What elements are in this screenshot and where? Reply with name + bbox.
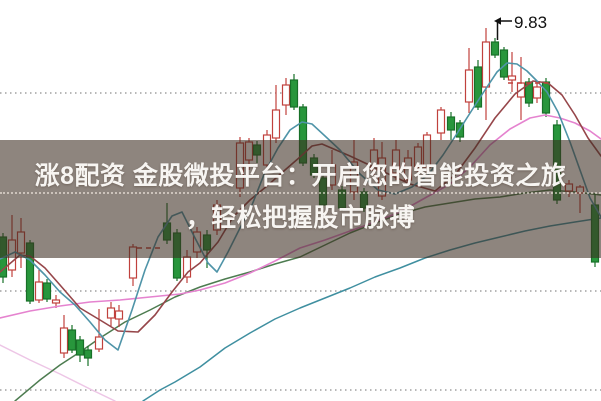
candle-down <box>473 66 483 108</box>
candle-down <box>446 116 456 131</box>
candle-up <box>59 327 69 354</box>
candle-up <box>106 307 116 319</box>
ma-fast-teal-line <box>0 62 601 351</box>
candle-up <box>436 109 446 134</box>
candle-up <box>464 69 474 103</box>
candle-down <box>541 81 551 114</box>
price-annotation-label: 9.83 <box>514 13 547 32</box>
ma-lavender-line <box>0 344 116 401</box>
candle-up <box>94 336 104 350</box>
candle-down <box>289 79 299 108</box>
candle-up <box>532 86 542 99</box>
candle-down <box>83 349 93 359</box>
candle-down <box>524 81 534 104</box>
gridline-in-band <box>0 192 601 194</box>
candle-down <box>75 339 85 356</box>
candle-down <box>67 329 77 351</box>
candle-up <box>51 299 61 304</box>
candle-up <box>507 75 517 81</box>
promo-text-line2: ，轻松把握股市脉搏 <box>185 204 416 232</box>
promo-overlay-band: 涨8配资 金股微投平台：开启您的智能投资之旅 ，轻松把握股市脉搏 <box>0 140 601 258</box>
candle-up <box>281 84 291 106</box>
price-annotation-arrowhead <box>494 17 501 25</box>
candle-up <box>34 281 44 301</box>
promo-text-line1: 涨8配资 金股微投平台：开启您的智能投资之旅 <box>34 162 567 190</box>
candle-up <box>271 109 281 139</box>
candle-up <box>114 310 124 320</box>
candle-down <box>42 282 52 300</box>
candle-down <box>490 41 500 56</box>
candle-up <box>481 41 491 88</box>
